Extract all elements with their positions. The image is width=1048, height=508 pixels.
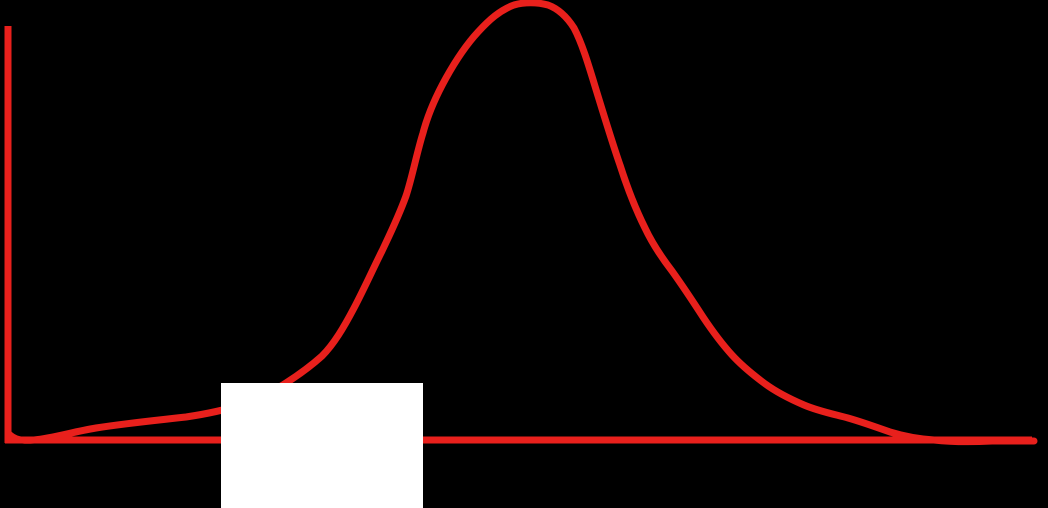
- occlusion-rectangle: [221, 383, 423, 508]
- distribution-curve: [4, 0, 1038, 446]
